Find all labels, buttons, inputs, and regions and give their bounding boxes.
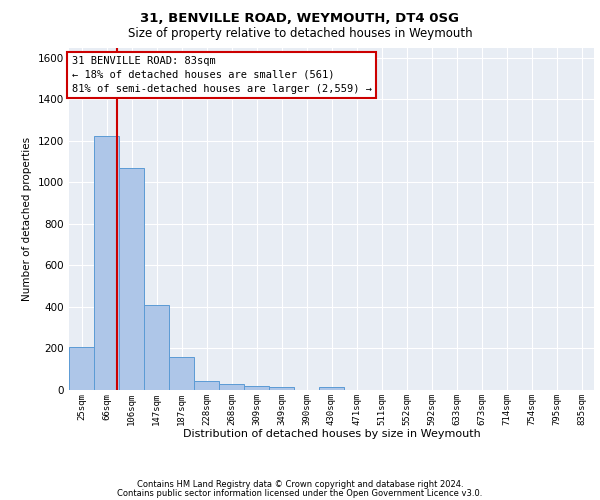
Bar	[94, 136, 119, 390]
Y-axis label: Number of detached properties: Number of detached properties	[22, 136, 32, 301]
Bar	[219, 384, 244, 390]
Text: 31, BENVILLE ROAD, WEYMOUTH, DT4 0SG: 31, BENVILLE ROAD, WEYMOUTH, DT4 0SG	[140, 12, 460, 26]
Bar	[69, 348, 94, 390]
Text: Contains public sector information licensed under the Open Government Licence v3: Contains public sector information licen…	[118, 489, 482, 498]
Bar	[194, 380, 219, 390]
Bar	[319, 387, 344, 390]
Text: 31 BENVILLE ROAD: 83sqm
← 18% of detached houses are smaller (561)
81% of semi-d: 31 BENVILLE ROAD: 83sqm ← 18% of detache…	[71, 56, 371, 94]
Bar	[269, 387, 294, 390]
X-axis label: Distribution of detached houses by size in Weymouth: Distribution of detached houses by size …	[182, 429, 481, 439]
Bar	[169, 357, 194, 390]
Bar	[144, 305, 169, 390]
Text: Size of property relative to detached houses in Weymouth: Size of property relative to detached ho…	[128, 28, 472, 40]
Bar	[119, 168, 144, 390]
Text: Contains HM Land Registry data © Crown copyright and database right 2024.: Contains HM Land Registry data © Crown c…	[137, 480, 463, 489]
Bar	[244, 386, 269, 390]
